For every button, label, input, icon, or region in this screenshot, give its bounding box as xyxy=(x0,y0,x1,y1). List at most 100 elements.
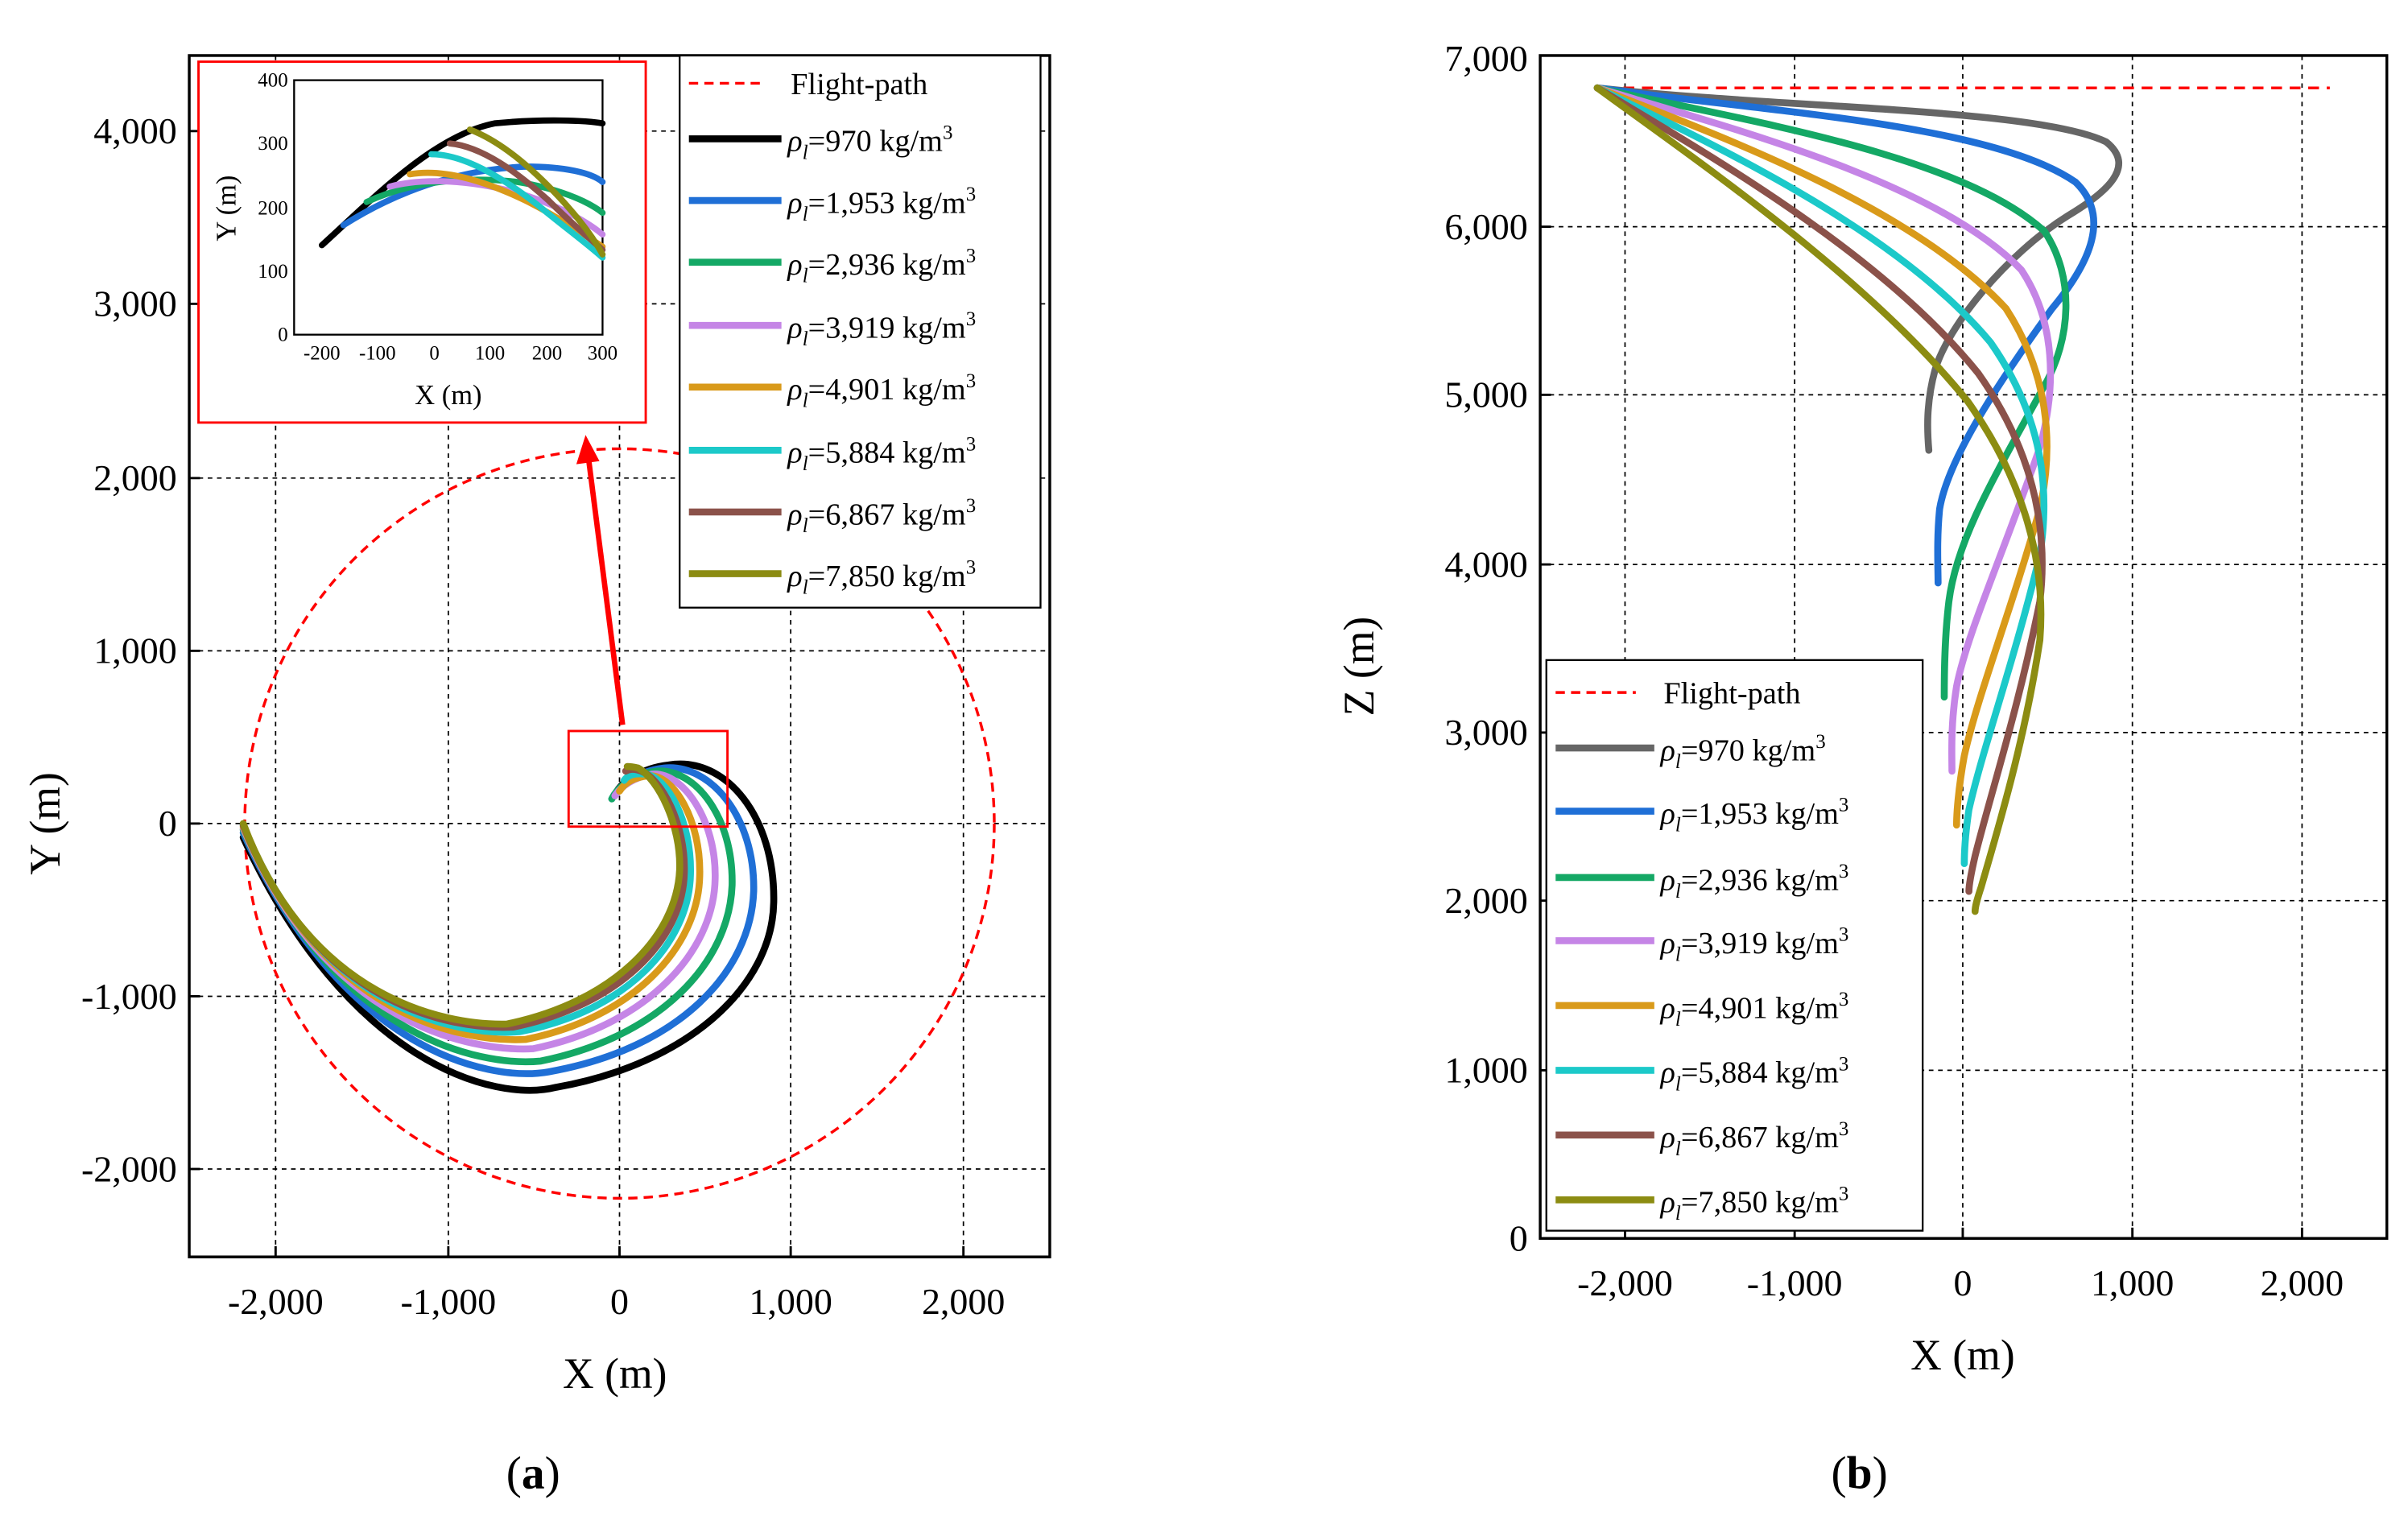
series-5884-xy xyxy=(239,770,694,1036)
inset-y-tick-label: 300 xyxy=(258,133,287,155)
inset-x-tick-label: -200 xyxy=(304,342,341,364)
panel-b-y-ticklabels: 0 1,000 2,000 3,000 4,000 5,000 6,000 7,… xyxy=(1444,38,1527,1258)
legend-box xyxy=(679,54,1042,609)
series-1953-xz xyxy=(1593,84,2097,587)
y-tick-label: -1,000 xyxy=(81,976,177,1017)
x-tick-label: 1,000 xyxy=(2091,1262,2174,1303)
x-tick-label: 1,000 xyxy=(749,1281,832,1322)
y-tick-label: 1,000 xyxy=(1444,1050,1527,1091)
y-tick-label: 6,000 xyxy=(1444,206,1527,247)
legend-label-2936: ρl=2,936 kg/m3 xyxy=(1660,861,1849,903)
legend-label-4901: ρl=4,901 kg/m3 xyxy=(1660,989,1849,1031)
x-tick-label: -2,000 xyxy=(1577,1262,1673,1303)
series-970-xz xyxy=(1593,84,2122,454)
series-7850-xy xyxy=(239,762,684,1028)
inset-y-tick-label: 400 xyxy=(258,69,287,91)
series-6867-inset xyxy=(446,140,606,254)
y-tick-label: -2,000 xyxy=(81,1148,177,1189)
y-tick-label: 1,000 xyxy=(93,630,176,671)
legend-label-5884: ρl=5,884 kg/m3 xyxy=(787,433,976,475)
inset-ylabel: Y (m) xyxy=(212,176,242,242)
y-tick-label: 2,000 xyxy=(1444,880,1527,921)
series-2936-xz xyxy=(1593,84,2070,701)
legend-label-970: ρl=970 kg/m3 xyxy=(787,122,952,163)
inset-series xyxy=(318,117,606,261)
panel-a-ticks xyxy=(189,130,965,1258)
inset-y-ticklabels: 0 100 200 300 400 xyxy=(258,69,287,345)
legend-label-1953: ρl=1,953 kg/m3 xyxy=(1660,795,1849,836)
inset-axes xyxy=(293,79,604,336)
inset-x-ticklabels: -200 -100 0 100 200 300 xyxy=(304,342,617,364)
x-tick-label: 0 xyxy=(1953,1262,1972,1303)
y-tick-label: 5,000 xyxy=(1444,374,1527,415)
series-5884-xz xyxy=(1593,84,2048,868)
inset-x-tick-label: 200 xyxy=(532,342,562,364)
inset-x-tick-label: 100 xyxy=(475,342,505,364)
legend-label-6867: ρl=6,867 kg/m3 xyxy=(787,495,976,537)
x-tick-label: -1,000 xyxy=(1747,1262,1843,1303)
legend-label-3919: ρl=3,919 kg/m3 xyxy=(787,308,976,350)
series-5884-inset xyxy=(427,151,606,261)
inset-x-tick-label: -100 xyxy=(359,342,396,364)
legend-label-7850: ρl=7,850 kg/m3 xyxy=(787,557,976,599)
inset-y-tick-label: 200 xyxy=(258,197,287,219)
panel-a-y-ticklabels: -2,000 -1,000 0 1,000 2,000 3,000 4,000 xyxy=(81,110,177,1189)
inset-frame xyxy=(197,60,647,424)
panel-a: -2,000 -1,000 0 1,000 2,000 -2,000 -1,00… xyxy=(21,54,1051,1499)
y-tick-label: 0 xyxy=(159,803,177,844)
x-tick-label: -1,000 xyxy=(400,1281,496,1322)
panel-b-x-ticklabels: -2,000 -1,000 0 1,000 2,000 xyxy=(1577,1262,2344,1303)
legend-label-flight: Flight-path xyxy=(791,68,927,101)
y-tick-label: 3,000 xyxy=(1444,712,1527,753)
panel-a-caption: (a) xyxy=(506,1448,560,1499)
panel-b-legend: Flight-path ρl=970 kg/m3 ρl=1,953 kg/m3 … xyxy=(1545,659,1924,1232)
zoom-arrow xyxy=(585,459,626,725)
series-6867-xz xyxy=(1593,84,2046,895)
legend-label-6867: ρl=6,867 kg/m3 xyxy=(1660,1118,1849,1160)
series-3919-xz xyxy=(1593,84,2055,775)
series-4901-xz xyxy=(1593,84,2051,829)
x-tick-label: 0 xyxy=(610,1281,629,1322)
series-970-inset xyxy=(318,117,606,249)
panel-b-ylabel: Z (m) xyxy=(1335,617,1383,717)
inset: -200 -100 0 100 200 300 0 100 200 300 40… xyxy=(197,60,647,424)
panel-b: -2,000 -1,000 0 1,000 2,000 0 1,000 2,00… xyxy=(1335,38,2389,1499)
inset-y-tick-label: 100 xyxy=(258,261,287,283)
series-7850-inset xyxy=(466,126,606,258)
inset-y-tick-label: 0 xyxy=(278,324,287,345)
series-2936-xy xyxy=(239,767,736,1066)
series-4901-xy xyxy=(239,772,704,1043)
inset-x-tick-label: 0 xyxy=(429,342,439,364)
legend-label-1953: ρl=1,953 kg/m3 xyxy=(787,184,976,225)
inset-x-tick-label: 300 xyxy=(588,342,617,364)
y-tick-label: 4,000 xyxy=(1444,543,1527,585)
legend-label-flight: Flight-path xyxy=(1663,676,1800,710)
x-tick-label: 2,000 xyxy=(2261,1262,2344,1303)
y-tick-label: 7,000 xyxy=(1444,38,1527,79)
panel-b-xlabel: X (m) xyxy=(1910,1331,2015,1379)
inset-xlabel: X (m) xyxy=(415,380,481,411)
series-7850-xz xyxy=(1593,84,2045,915)
panel-b-series xyxy=(1593,84,2122,915)
y-tick-label: 4,000 xyxy=(93,110,176,151)
x-tick-label: -2,000 xyxy=(228,1281,324,1322)
legend-label-7850: ρl=7,850 kg/m3 xyxy=(1660,1183,1849,1225)
legend-label-970: ρl=970 kg/m3 xyxy=(1660,731,1826,773)
series-3919-xy xyxy=(239,770,719,1053)
panel-a-legend: Flight-path ρl=970 kg/m3 ρl=1,953 kg/m3 … xyxy=(679,54,1042,609)
y-tick-label: 2,000 xyxy=(93,457,176,498)
panel-a-x-ticklabels: -2,000 -1,000 0 1,000 2,000 xyxy=(228,1281,1005,1322)
legend-label-2936: ρl=2,936 kg/m3 xyxy=(787,246,976,287)
panel-a-series xyxy=(239,760,778,1094)
x-tick-label: 2,000 xyxy=(922,1281,1005,1322)
panel-a-ylabel: Y (m) xyxy=(21,772,69,875)
series-2936-inset xyxy=(363,176,606,217)
legend-label-5884: ρl=5,884 kg/m3 xyxy=(1660,1053,1849,1095)
panel-b-caption: (b) xyxy=(1831,1448,1887,1499)
y-tick-label: 0 xyxy=(1510,1218,1528,1259)
zoom-region-box xyxy=(567,729,729,828)
zoom-arrow-head xyxy=(576,435,600,465)
y-tick-label: 3,000 xyxy=(93,283,176,324)
panel-a-xlabel: X (m) xyxy=(563,1349,667,1398)
